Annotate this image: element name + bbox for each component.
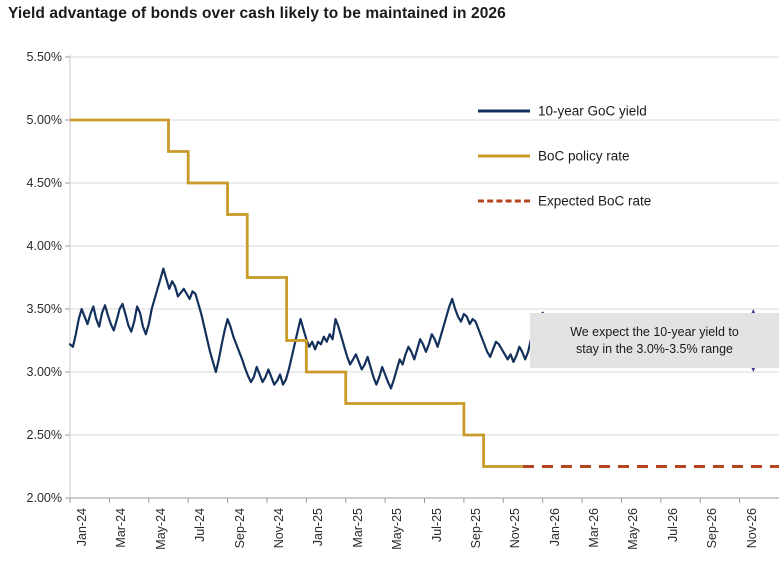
x-axis-label: May-24 <box>153 508 168 550</box>
chart-title: Yield advantage of bonds over cash likel… <box>8 5 506 22</box>
x-axis-label: Sep-24 <box>232 508 247 549</box>
x-axis-label: Jan-26 <box>547 508 562 547</box>
y-axis-label: 5.50% <box>26 50 62 64</box>
y-axis-label: 2.50% <box>26 428 62 442</box>
legend-swatch-icon <box>478 154 530 158</box>
legend-swatch-icon <box>478 109 530 113</box>
legend-item-expected-boc-rate[interactable]: Expected BoC rate <box>478 190 708 212</box>
annotation-line-1: We expect the 10-year yield to <box>570 324 739 339</box>
y-axis-label: 5.00% <box>26 113 62 127</box>
x-axis-label: Sep-25 <box>468 508 483 549</box>
legend-swatch-icon <box>478 199 530 203</box>
x-axis-label: Nov-26 <box>744 508 759 549</box>
series-boc-policy-rate <box>70 118 523 468</box>
x-axis-label: Jul-25 <box>429 508 444 543</box>
x-axis-label: May-25 <box>390 508 405 550</box>
annotation-line-2: stay in the 3.0%-3.5% range <box>575 341 734 356</box>
y-axis-label: 2.00% <box>26 491 62 505</box>
x-axis-label: Sep-26 <box>705 508 720 549</box>
y-axis-label: 3.50% <box>26 302 62 316</box>
y-axis-label: 3.00% <box>26 365 62 379</box>
x-axis-label: Jan-24 <box>75 508 89 547</box>
legend-label: Expected BoC rate <box>538 193 652 209</box>
x-axis-label: Mar-26 <box>587 508 602 548</box>
annotation-box: We expect the 10-year yield to stay in t… <box>530 313 779 368</box>
y-axis-label: 4.50% <box>26 176 62 190</box>
x-axis-label: Mar-25 <box>350 508 365 548</box>
legend-label: BoC policy rate <box>538 148 630 164</box>
x-axis-label: Nov-24 <box>271 508 286 549</box>
x-axis-label: Nov-25 <box>508 508 523 549</box>
x-axis-label: May-26 <box>626 508 641 550</box>
legend-item-10-year-goc-yield[interactable]: 10-year GoC yield <box>478 100 708 122</box>
x-axis-label: Jul-24 <box>193 508 208 543</box>
legend-item-boc-policy-rate[interactable]: BoC policy rate <box>478 145 708 167</box>
x-axis-label: Jan-25 <box>311 508 326 547</box>
y-axis-label: 4.00% <box>26 239 62 253</box>
y-axis: 5.50% 5.00% 4.50% 4.00% 3.50% 3.00% 2.50% 2.00% <box>0 0 62 573</box>
legend-label: 10-year GoC yield <box>538 103 647 119</box>
x-axis-label: Jul-26 <box>665 508 680 543</box>
x-axis-label: Mar-24 <box>114 508 129 548</box>
annotation-text: We expect the 10-year yield to stay in t… <box>530 313 779 368</box>
